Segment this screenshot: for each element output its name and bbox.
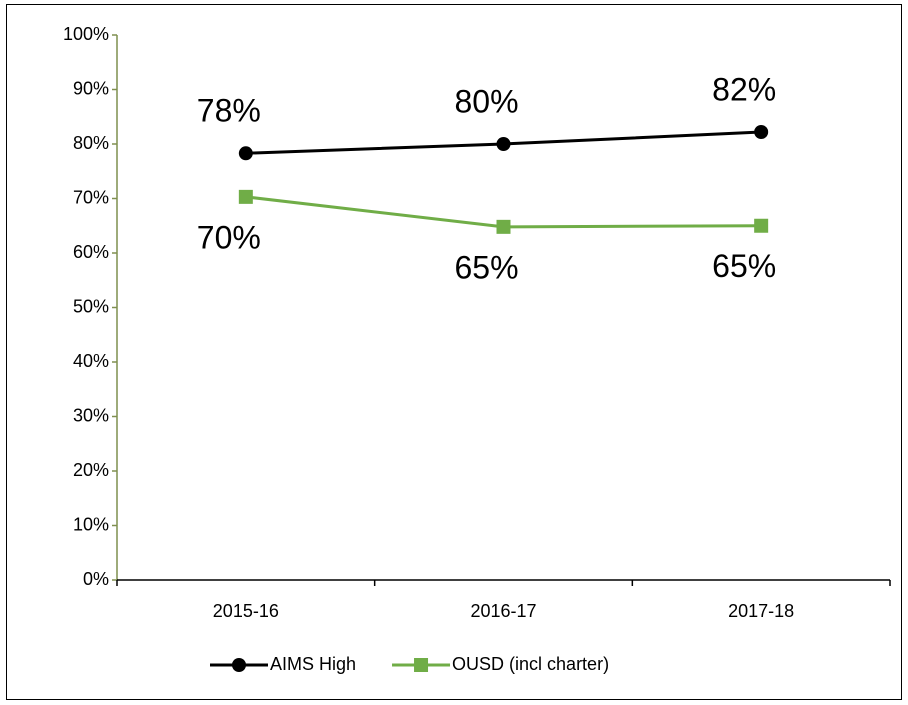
y-tick-label: 60% [73,242,109,262]
y-tick-label: 20% [73,460,109,480]
data-point [754,218,769,233]
data-point [496,219,511,234]
data-point [496,137,511,151]
y-tick-label: 10% [73,514,109,534]
x-tick-label: 2015-16 [213,601,279,621]
y-tick-label: 30% [73,405,109,425]
x-tick-label: 2016-17 [470,601,536,621]
data-label: 80% [454,83,518,119]
data-label: 70% [197,219,261,255]
x-tick-label: 2017-18 [728,601,794,621]
data-label: 65% [712,248,776,284]
y-tick-label: 100% [63,24,109,44]
data-label: 65% [454,249,518,285]
y-tick-label: 0% [83,569,109,589]
y-tick-label: 80% [73,133,109,153]
y-tick-label: 50% [73,296,109,316]
y-tick-label: 40% [73,351,109,371]
chart-border [6,4,902,700]
legend-label: OUSD (incl charter) [452,654,609,674]
data-point [238,146,253,161]
legend-marker [414,658,429,672]
data-label: 82% [712,71,776,107]
y-tick-label: 90% [73,78,109,98]
data-point [754,125,769,140]
legend-marker [232,658,246,672]
legend-label: AIMS High [270,654,356,674]
data-label: 78% [197,93,261,129]
data-point [238,189,253,204]
y-tick-label: 70% [73,187,109,207]
